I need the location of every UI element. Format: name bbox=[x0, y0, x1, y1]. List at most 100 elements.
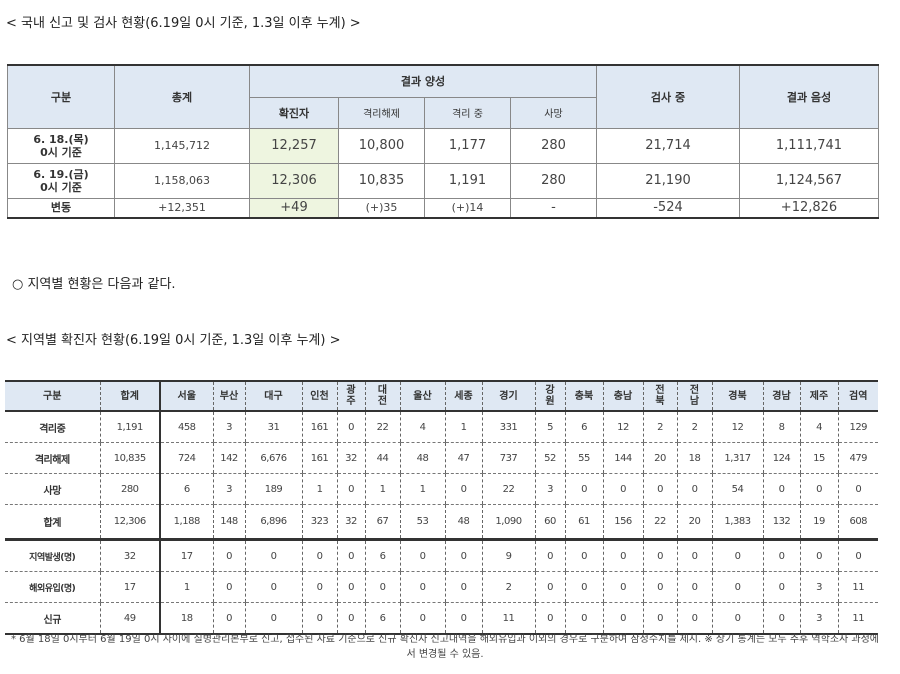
cell: 44 bbox=[364, 442, 400, 474]
cell: 323 bbox=[301, 504, 337, 541]
cell: 0 bbox=[602, 602, 643, 634]
row-label-line: 변동 bbox=[50, 201, 72, 215]
cell: 132 bbox=[762, 504, 800, 541]
regional-table: 구분 합계 서울 부산 대구 인천 광주 대전 울산 세종 경기 강원 충북 충남 전북 전남 경북 경남 제주 검역… bbox=[5, 380, 878, 635]
cell: 161 bbox=[301, 442, 337, 474]
column-header: 합계 bbox=[99, 381, 161, 412]
cell: 0 bbox=[799, 473, 838, 505]
cell: 1,383 bbox=[711, 504, 763, 541]
cell: 10,835 bbox=[338, 162, 425, 199]
caption-regional-status: < 지역별 확진자 현황(6.19일 0시 기준, 1.3일 이후 누계) > bbox=[6, 333, 341, 348]
cell: 18 bbox=[676, 442, 712, 474]
cell: 0 bbox=[837, 539, 878, 572]
cell: 142 bbox=[212, 442, 245, 474]
cell: 22 bbox=[481, 473, 535, 505]
cell: 0 bbox=[564, 539, 603, 572]
cell: 156 bbox=[602, 504, 643, 541]
cell: 0 bbox=[642, 473, 677, 505]
cell: 32 bbox=[99, 539, 161, 572]
cell: 280 bbox=[510, 127, 597, 164]
cell: 2 bbox=[676, 411, 712, 443]
table-row: 사망 280 6 3 189 1 0 1 1 0 22 3 0 0 0 0 54 0 0 0 bbox=[5, 473, 878, 505]
table-row: 변동 +12,351 +49 (+)35 (+)14- -524 +12,826 bbox=[7, 197, 879, 219]
cell: 1,111,741 bbox=[739, 127, 879, 164]
cell: 6 bbox=[364, 539, 400, 572]
column-header: 경남 bbox=[762, 381, 800, 412]
cell: 1,124,567 bbox=[739, 162, 879, 199]
cell: 724 bbox=[159, 442, 213, 474]
cell: 32 bbox=[336, 504, 365, 541]
cell: 1,145,712 bbox=[114, 127, 250, 164]
cell: 0 bbox=[534, 539, 565, 572]
cell: 0 bbox=[336, 602, 365, 634]
cell: 0 bbox=[212, 539, 245, 572]
footnote: * 6월 18일 0시부터 6월 19일 0시 사이에 질병관리본부로 신고, … bbox=[10, 634, 880, 660]
column-header: 검역 bbox=[837, 381, 878, 412]
cell: 0 bbox=[212, 571, 245, 603]
column-header: 전북 bbox=[642, 381, 677, 412]
row-label: 신규 bbox=[43, 614, 62, 626]
regional-intro-text: ○ 지역별 현황은 다음과 같다. bbox=[12, 277, 176, 292]
cell: 0 bbox=[676, 473, 712, 505]
row-label-line: 0시 기준 bbox=[40, 180, 82, 194]
cell: 12,306 bbox=[249, 162, 339, 199]
table-row: 지역발생(명) 32 17 0 0 0 0 6 0 0 9 0 0 0 0 0 0 0 0 0 bbox=[5, 539, 878, 572]
cell: 12,257 bbox=[249, 127, 339, 164]
cell: 3 bbox=[799, 571, 838, 603]
header-deceased: 사망 bbox=[510, 96, 597, 129]
cell: 21,714 bbox=[596, 127, 740, 164]
cell: 60 bbox=[534, 504, 565, 541]
cell: 15 bbox=[799, 442, 838, 474]
cell: 0 bbox=[534, 602, 565, 634]
row-label: 해외유입(명) bbox=[5, 571, 100, 603]
cell: 4 bbox=[799, 411, 838, 443]
cell: 1,090 bbox=[481, 504, 535, 541]
cell: 21,190 bbox=[596, 162, 740, 199]
row-label: 6. 18.(목) 0시 기준 bbox=[7, 127, 115, 164]
cell: 0 bbox=[642, 571, 677, 603]
cell: 1 bbox=[159, 571, 213, 603]
cell: 55 bbox=[564, 442, 603, 474]
cell: 0 bbox=[837, 473, 878, 505]
row-label: 6. 19.(금) 0시 기준 bbox=[7, 162, 115, 199]
cell: 0 bbox=[301, 539, 337, 572]
header-isolated: 격리 중 bbox=[424, 96, 511, 129]
cell: 0 bbox=[799, 539, 838, 572]
cell: 0 bbox=[444, 539, 482, 572]
cell: 1 bbox=[301, 473, 337, 505]
cell: 1 bbox=[444, 411, 482, 443]
cell: 0 bbox=[564, 473, 603, 505]
row-label: 격리중 bbox=[5, 411, 100, 443]
column-header: 강원 bbox=[534, 381, 565, 412]
cell: 144 bbox=[602, 442, 643, 474]
domestic-test-table: 구분 총계 결과 양성 검사 중 결과 음성 확진자 격리해제 격리 중 사망 … bbox=[7, 64, 879, 219]
cell: 0 bbox=[602, 539, 643, 572]
cell: 11 bbox=[837, 571, 878, 603]
column-header: 경북 bbox=[711, 381, 763, 412]
cell: 6,676 bbox=[244, 442, 302, 474]
cell: 0 bbox=[762, 473, 800, 505]
cell: 0 bbox=[676, 571, 712, 603]
column-header: 서울 bbox=[159, 381, 213, 412]
cell: 737 bbox=[481, 442, 535, 474]
cell: 22 bbox=[642, 504, 677, 541]
cell: 47 bbox=[444, 442, 482, 474]
cell: (+)35 bbox=[338, 197, 425, 219]
cell: 4 bbox=[399, 411, 445, 443]
cell: 54 bbox=[711, 473, 763, 505]
cell: 1 bbox=[364, 473, 400, 505]
row-label: 합계 bbox=[5, 504, 100, 541]
cell: 0 bbox=[364, 571, 400, 603]
column-header: 구분 bbox=[5, 381, 100, 412]
row-label-line: 6. 18.(목) bbox=[33, 132, 89, 146]
header-total: 총계 bbox=[114, 64, 250, 129]
cell: 48 bbox=[444, 504, 482, 541]
cell: 280 bbox=[99, 473, 161, 505]
cell: 0 bbox=[444, 602, 482, 634]
cell: 9 bbox=[481, 539, 535, 572]
cell: 10,835 bbox=[99, 442, 161, 474]
cell: 1,158,063 bbox=[114, 162, 250, 199]
cell: 280 bbox=[510, 162, 597, 199]
cell: 189 bbox=[244, 473, 302, 505]
cell: 8 bbox=[762, 411, 800, 443]
